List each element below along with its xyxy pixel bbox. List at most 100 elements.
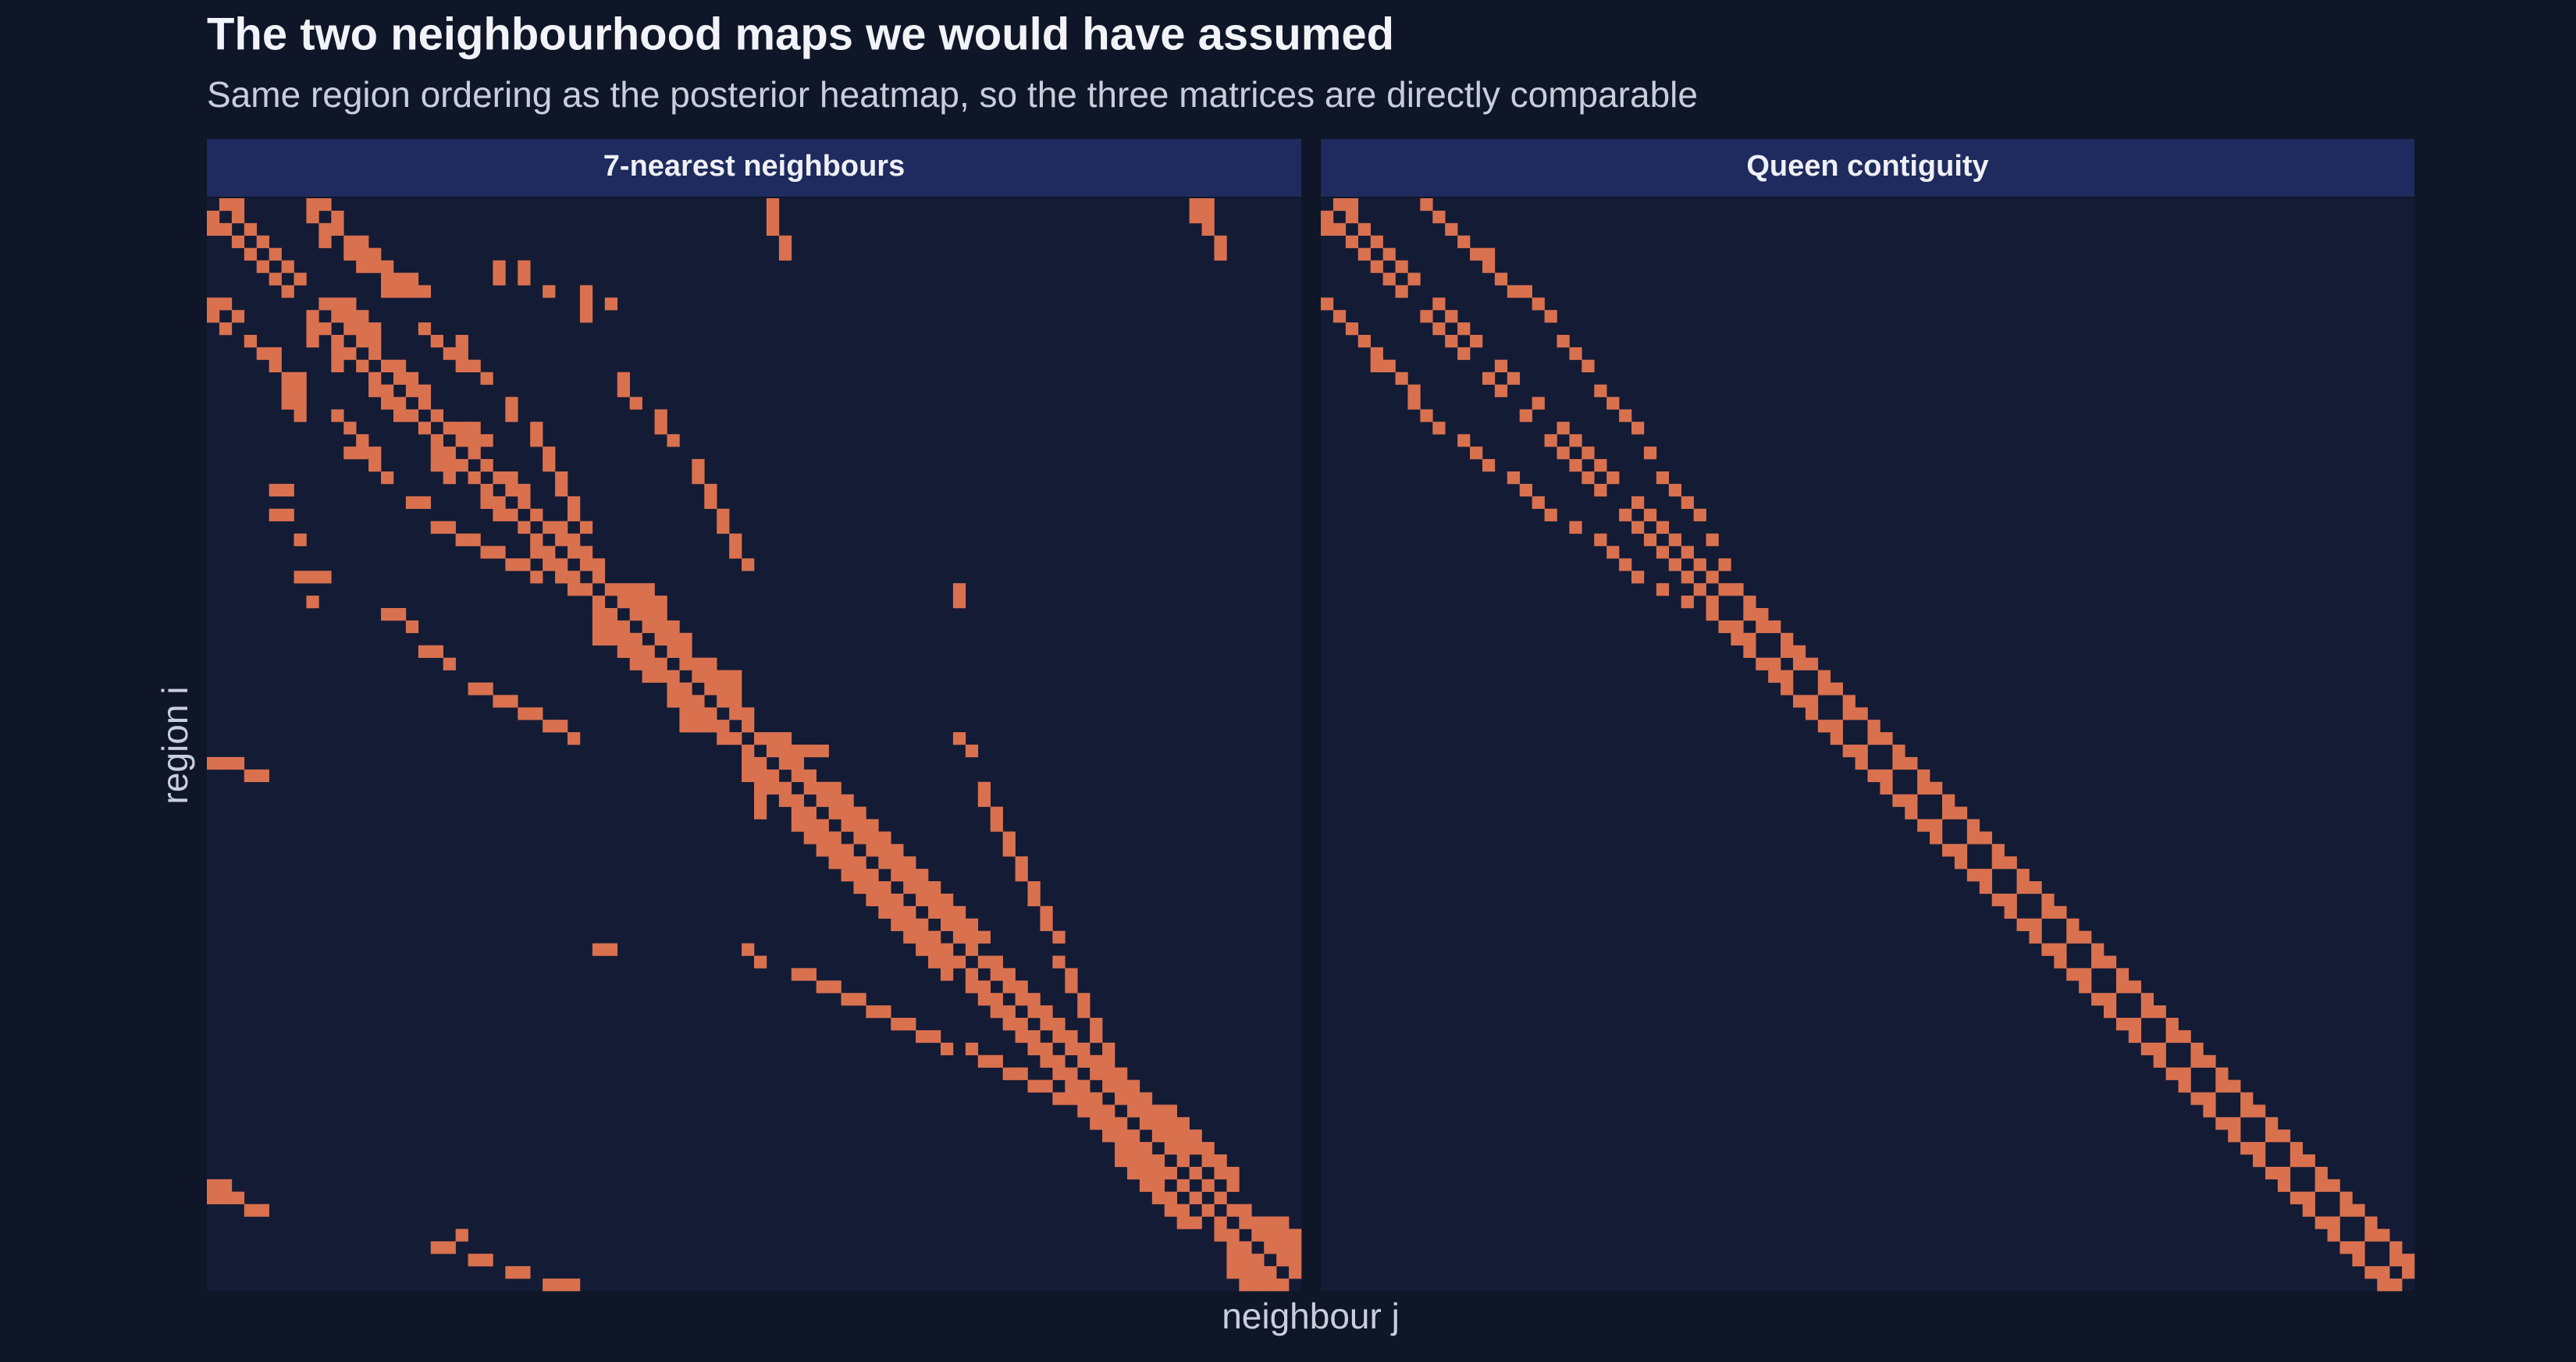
cell	[306, 571, 319, 584]
cell	[1214, 247, 1227, 261]
cell	[493, 260, 506, 273]
cell	[356, 359, 369, 373]
cell	[1370, 347, 1383, 361]
cell	[878, 831, 891, 845]
cell	[1594, 459, 1607, 472]
cell	[778, 756, 792, 770]
cell	[2066, 918, 2080, 931]
cell	[2153, 1042, 2166, 1056]
cell	[493, 272, 506, 286]
cell	[2016, 869, 2030, 882]
cell	[1201, 1204, 1215, 1217]
cell	[1991, 893, 2005, 907]
cell	[1164, 1142, 1177, 1155]
cell	[368, 247, 382, 261]
cell	[1792, 645, 1806, 658]
cell	[2029, 918, 2042, 931]
cell	[2215, 1079, 2229, 1093]
cell	[2339, 1241, 2353, 1254]
cell	[791, 968, 805, 981]
cell	[231, 310, 245, 323]
cell	[1027, 1079, 1041, 1093]
cell	[331, 409, 344, 422]
cell	[1656, 546, 1670, 559]
cell	[729, 546, 742, 559]
cell	[1532, 496, 1545, 510]
cell	[679, 632, 692, 646]
cell	[1606, 471, 1620, 485]
cell	[505, 1266, 518, 1279]
cell	[891, 844, 904, 857]
cell	[568, 732, 581, 745]
cell	[1470, 446, 1483, 460]
cell	[642, 657, 655, 670]
cell	[1494, 384, 1508, 397]
cell	[2352, 1241, 2365, 1254]
cell	[579, 310, 593, 323]
cell	[393, 372, 407, 385]
cell	[1015, 1030, 1028, 1044]
cell	[778, 745, 792, 758]
cell	[579, 285, 593, 298]
cell	[2377, 1266, 2390, 1279]
cell	[754, 769, 767, 783]
cell	[1681, 496, 1694, 510]
cell	[480, 1254, 493, 1267]
cell	[1102, 1129, 1115, 1143]
cell	[679, 645, 692, 658]
cell	[729, 695, 742, 708]
cell	[405, 285, 419, 298]
cell	[940, 1042, 954, 1056]
cell	[1445, 310, 1458, 323]
cell	[1077, 1005, 1091, 1019]
cell	[418, 384, 432, 397]
cell	[1544, 434, 1557, 447]
cell	[393, 409, 407, 422]
cell	[518, 707, 531, 720]
cell	[1002, 1018, 1016, 1031]
cell	[306, 310, 319, 323]
cell	[1264, 1266, 1277, 1279]
cell	[965, 745, 979, 758]
cell	[1176, 1179, 1190, 1193]
cell	[219, 222, 233, 236]
cell	[1930, 781, 1943, 795]
cell	[704, 707, 717, 720]
cell	[294, 384, 307, 397]
cell	[331, 359, 344, 373]
cell	[1407, 272, 1421, 286]
cell	[1817, 720, 1831, 733]
cell	[480, 459, 493, 472]
cell	[1214, 1216, 1227, 1229]
cell	[1445, 222, 1458, 236]
cell	[244, 1204, 258, 1217]
cell	[568, 583, 581, 596]
cell	[2128, 1030, 2142, 1044]
cell	[766, 781, 780, 795]
cell	[2004, 905, 2017, 919]
cell	[555, 720, 568, 733]
cell	[219, 198, 233, 212]
cell	[1519, 409, 1532, 422]
cell	[207, 310, 220, 323]
cell	[418, 322, 432, 336]
cell	[2079, 930, 2092, 944]
cell	[318, 571, 332, 584]
cell	[2103, 1005, 2117, 1019]
cell	[1631, 496, 1645, 510]
cell	[1002, 844, 1016, 857]
cell	[1991, 844, 2005, 857]
cell	[530, 434, 543, 447]
cell	[1015, 980, 1028, 994]
cell	[1942, 794, 1955, 807]
cell	[1643, 533, 1657, 546]
cell	[617, 645, 630, 658]
cell	[1457, 322, 1471, 336]
cell	[816, 844, 829, 857]
cell	[1930, 819, 1943, 832]
cell	[368, 335, 382, 348]
cell	[1226, 1241, 1240, 1254]
cell	[1382, 359, 1396, 373]
cell	[2277, 1129, 2291, 1143]
cell	[1276, 1278, 1290, 1292]
